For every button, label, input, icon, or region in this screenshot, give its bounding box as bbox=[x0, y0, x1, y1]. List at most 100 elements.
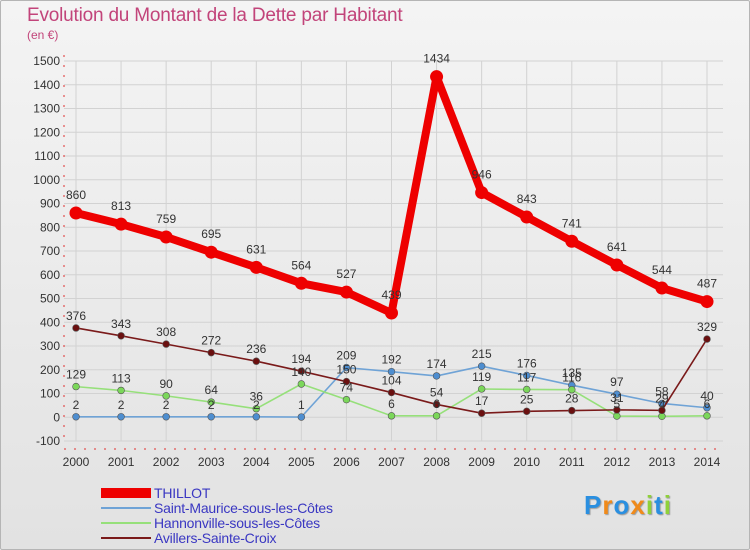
data-point-hannonville bbox=[342, 395, 351, 404]
data-label-thillot: 1434 bbox=[423, 52, 450, 66]
data-label-thillot: 564 bbox=[291, 258, 311, 272]
data-label-hannonville: 6 bbox=[704, 397, 711, 411]
x-tick-label: 2005 bbox=[288, 455, 315, 469]
data-point-thillot bbox=[430, 70, 444, 84]
legend-item-saint-maurice: Saint-Maurice-sous-les-Côtes bbox=[101, 500, 333, 516]
proxiti-logo: Proxiti bbox=[584, 490, 672, 521]
data-label-hannonville: 64 bbox=[205, 383, 219, 397]
data-label-saint-maurice: 40 bbox=[700, 389, 714, 403]
data-label-hannonville: 74 bbox=[340, 381, 354, 395]
data-point-thillot bbox=[610, 258, 624, 272]
data-label-saint-maurice: 135 bbox=[562, 366, 582, 380]
y-tick-label: 300 bbox=[40, 339, 60, 353]
data-point-saint-maurice bbox=[387, 367, 396, 376]
y-tick-label: 500 bbox=[40, 292, 60, 306]
data-label-saint-maurice: 209 bbox=[336, 349, 356, 363]
data-point-saint-maurice bbox=[252, 413, 260, 421]
logo-letter: t bbox=[654, 490, 664, 520]
data-label-saint-maurice: 97 bbox=[610, 375, 624, 389]
data-label-hannonville: 6 bbox=[388, 397, 395, 411]
data-point-hannonville bbox=[297, 380, 306, 388]
data-label-avillers: 308 bbox=[156, 325, 176, 339]
data-point-avillers bbox=[613, 406, 621, 414]
data-label-saint-maurice: 2 bbox=[253, 398, 260, 412]
y-tick-label: 600 bbox=[40, 268, 60, 282]
data-label-avillers: 329 bbox=[697, 320, 717, 334]
data-label-hannonville: 36 bbox=[250, 390, 264, 404]
data-label-saint-maurice: 1 bbox=[298, 398, 305, 412]
data-point-saint-maurice bbox=[703, 404, 711, 412]
data-point-avillers bbox=[523, 407, 531, 416]
data-point-thillot bbox=[520, 210, 534, 224]
y-tick-label: 200 bbox=[40, 363, 60, 377]
data-label-saint-maurice: 58 bbox=[655, 384, 669, 398]
data-point-thillot bbox=[159, 230, 173, 244]
data-point-avillers bbox=[297, 367, 306, 375]
data-point-thillot bbox=[249, 260, 263, 274]
data-label-thillot: 527 bbox=[336, 267, 356, 281]
y-tick-label: 1000 bbox=[33, 173, 60, 187]
data-label-saint-maurice: 215 bbox=[472, 347, 492, 361]
data-point-saint-maurice bbox=[523, 371, 531, 380]
data-label-saint-maurice: 192 bbox=[381, 353, 401, 367]
data-label-saint-maurice: 2 bbox=[208, 398, 215, 412]
data-point-saint-maurice bbox=[207, 413, 215, 421]
data-label-thillot: 544 bbox=[652, 263, 672, 277]
y-tick-label: 1400 bbox=[33, 78, 60, 92]
data-label-avillers: 28 bbox=[565, 392, 579, 406]
data-label-avillers: 194 bbox=[291, 352, 311, 366]
data-point-thillot bbox=[69, 206, 83, 220]
data-point-thillot bbox=[114, 217, 128, 231]
data-point-avillers bbox=[207, 348, 215, 357]
legend-label: Hannonville-sous-les-Côtes bbox=[154, 514, 320, 531]
data-label-saint-maurice: 174 bbox=[427, 357, 447, 371]
x-tick-label: 2011 bbox=[559, 455, 585, 469]
data-label-avillers: 104 bbox=[381, 374, 401, 388]
data-point-saint-maurice bbox=[342, 363, 351, 372]
x-tick-label: 2003 bbox=[198, 455, 225, 469]
data-point-saint-maurice bbox=[297, 413, 306, 421]
data-point-hannonville bbox=[568, 386, 576, 394]
data-label-thillot: 843 bbox=[517, 192, 537, 206]
legend-label: THILLOT bbox=[154, 484, 211, 501]
data-label-avillers: 150 bbox=[336, 363, 356, 377]
data-point-saint-maurice bbox=[432, 372, 441, 380]
logo-letter: i bbox=[663, 490, 672, 520]
x-tick-label: 2009 bbox=[468, 455, 495, 469]
data-point-avillers bbox=[162, 340, 170, 348]
data-point-avillers bbox=[252, 357, 260, 365]
data-label-hannonville: 116 bbox=[562, 371, 581, 385]
data-point-avillers bbox=[568, 406, 576, 415]
y-tick-label: 0 bbox=[53, 410, 60, 424]
y-tick-label: 900 bbox=[40, 197, 60, 211]
data-label-avillers: 17 bbox=[475, 394, 489, 408]
logo-letter: o bbox=[613, 490, 631, 520]
data-label-avillers: 31 bbox=[610, 391, 624, 405]
y-tick-label: 1500 bbox=[33, 54, 60, 68]
data-label-thillot: 741 bbox=[562, 216, 582, 230]
series-layer bbox=[69, 70, 714, 421]
grid-layer bbox=[64, 60, 723, 442]
data-point-hannonville bbox=[613, 412, 621, 420]
data-point-avillers bbox=[703, 335, 711, 343]
data-point-hannonville bbox=[72, 382, 80, 391]
data-point-hannonville bbox=[117, 386, 125, 395]
data-label-thillot: 759 bbox=[156, 212, 176, 226]
x-tick-label: 2006 bbox=[333, 455, 360, 469]
data-label-saint-maurice: 2 bbox=[163, 398, 170, 412]
chart-title: Evolution du Montant de la Dette par Hab… bbox=[27, 5, 403, 26]
y-tick-label: 400 bbox=[40, 315, 60, 329]
axis-layer: -100 0 100 200 300 400 500 600 700 800 900 1000 1100… bbox=[33, 54, 723, 469]
data-point-thillot bbox=[385, 306, 398, 320]
x-tick-label: 2014 bbox=[694, 455, 721, 469]
x-tick-label: 2010 bbox=[513, 455, 540, 469]
x-tick-label: 2000 bbox=[63, 455, 90, 469]
data-label-avillers: 343 bbox=[111, 317, 131, 331]
legend-item-hannonville: Hannonville-sous-les-Côtes bbox=[101, 514, 333, 531]
data-label-hannonville: 140 bbox=[291, 365, 311, 379]
data-point-thillot bbox=[655, 281, 669, 295]
data-label-avillers: 376 bbox=[66, 309, 86, 323]
logo-letter: x bbox=[630, 490, 646, 520]
data-label-hannonville: 6 bbox=[433, 397, 440, 411]
